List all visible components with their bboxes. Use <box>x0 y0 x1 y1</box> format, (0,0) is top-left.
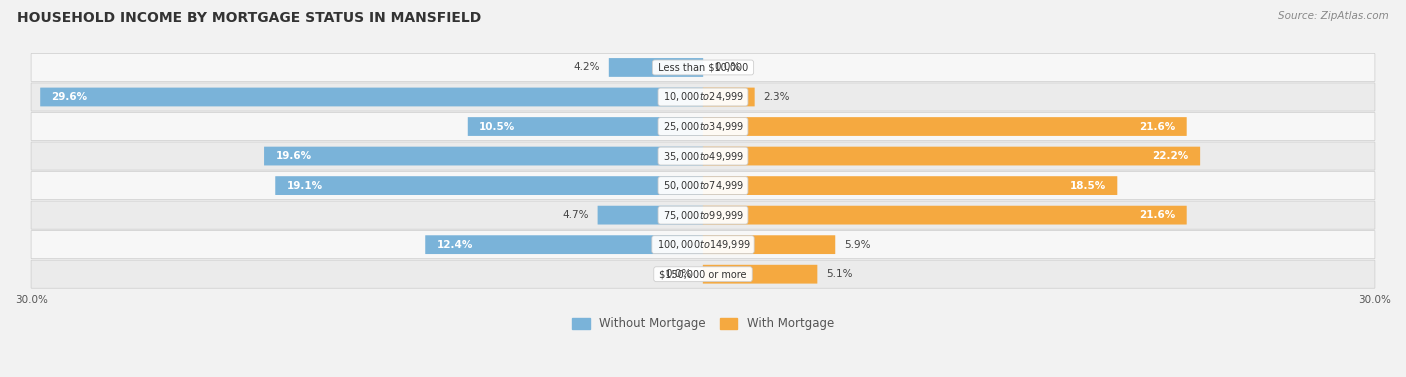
Text: $25,000 to $34,999: $25,000 to $34,999 <box>661 120 745 133</box>
Text: 4.2%: 4.2% <box>574 63 600 72</box>
FancyBboxPatch shape <box>31 54 1375 81</box>
FancyBboxPatch shape <box>598 206 703 225</box>
FancyBboxPatch shape <box>703 206 1187 225</box>
Text: 5.1%: 5.1% <box>827 269 852 279</box>
Text: $150,000 or more: $150,000 or more <box>657 269 749 279</box>
FancyBboxPatch shape <box>31 260 1375 288</box>
FancyBboxPatch shape <box>425 235 703 254</box>
Legend: Without Mortgage, With Mortgage: Without Mortgage, With Mortgage <box>567 313 839 335</box>
Text: $100,000 to $149,999: $100,000 to $149,999 <box>654 238 752 251</box>
FancyBboxPatch shape <box>31 112 1375 141</box>
Text: 2.3%: 2.3% <box>763 92 790 102</box>
FancyBboxPatch shape <box>31 231 1375 259</box>
Text: $35,000 to $49,999: $35,000 to $49,999 <box>661 150 745 162</box>
Text: 19.6%: 19.6% <box>276 151 312 161</box>
Text: 5.9%: 5.9% <box>844 240 870 250</box>
Text: $75,000 to $99,999: $75,000 to $99,999 <box>661 208 745 222</box>
Text: 19.1%: 19.1% <box>287 181 323 191</box>
FancyBboxPatch shape <box>31 172 1375 200</box>
Text: 21.6%: 21.6% <box>1139 121 1175 132</box>
Text: $10,000 to $24,999: $10,000 to $24,999 <box>661 90 745 104</box>
FancyBboxPatch shape <box>703 235 835 254</box>
Text: 4.7%: 4.7% <box>562 210 589 220</box>
FancyBboxPatch shape <box>703 265 817 284</box>
Text: Source: ZipAtlas.com: Source: ZipAtlas.com <box>1278 11 1389 21</box>
FancyBboxPatch shape <box>31 83 1375 111</box>
Text: 21.6%: 21.6% <box>1139 210 1175 220</box>
Text: 22.2%: 22.2% <box>1153 151 1188 161</box>
FancyBboxPatch shape <box>41 87 703 106</box>
FancyBboxPatch shape <box>703 117 1187 136</box>
Text: 0.0%: 0.0% <box>714 63 741 72</box>
Text: 18.5%: 18.5% <box>1070 181 1107 191</box>
FancyBboxPatch shape <box>468 117 703 136</box>
Text: HOUSEHOLD INCOME BY MORTGAGE STATUS IN MANSFIELD: HOUSEHOLD INCOME BY MORTGAGE STATUS IN M… <box>17 11 481 25</box>
FancyBboxPatch shape <box>31 201 1375 229</box>
Text: $50,000 to $74,999: $50,000 to $74,999 <box>661 179 745 192</box>
FancyBboxPatch shape <box>609 58 703 77</box>
Text: 29.6%: 29.6% <box>52 92 87 102</box>
FancyBboxPatch shape <box>264 147 703 166</box>
FancyBboxPatch shape <box>703 176 1118 195</box>
FancyBboxPatch shape <box>276 176 703 195</box>
FancyBboxPatch shape <box>703 87 755 106</box>
Text: 12.4%: 12.4% <box>437 240 472 250</box>
Text: 10.5%: 10.5% <box>479 121 516 132</box>
FancyBboxPatch shape <box>31 142 1375 170</box>
Text: Less than $10,000: Less than $10,000 <box>655 63 751 72</box>
Text: 0.0%: 0.0% <box>665 269 692 279</box>
FancyBboxPatch shape <box>703 147 1201 166</box>
